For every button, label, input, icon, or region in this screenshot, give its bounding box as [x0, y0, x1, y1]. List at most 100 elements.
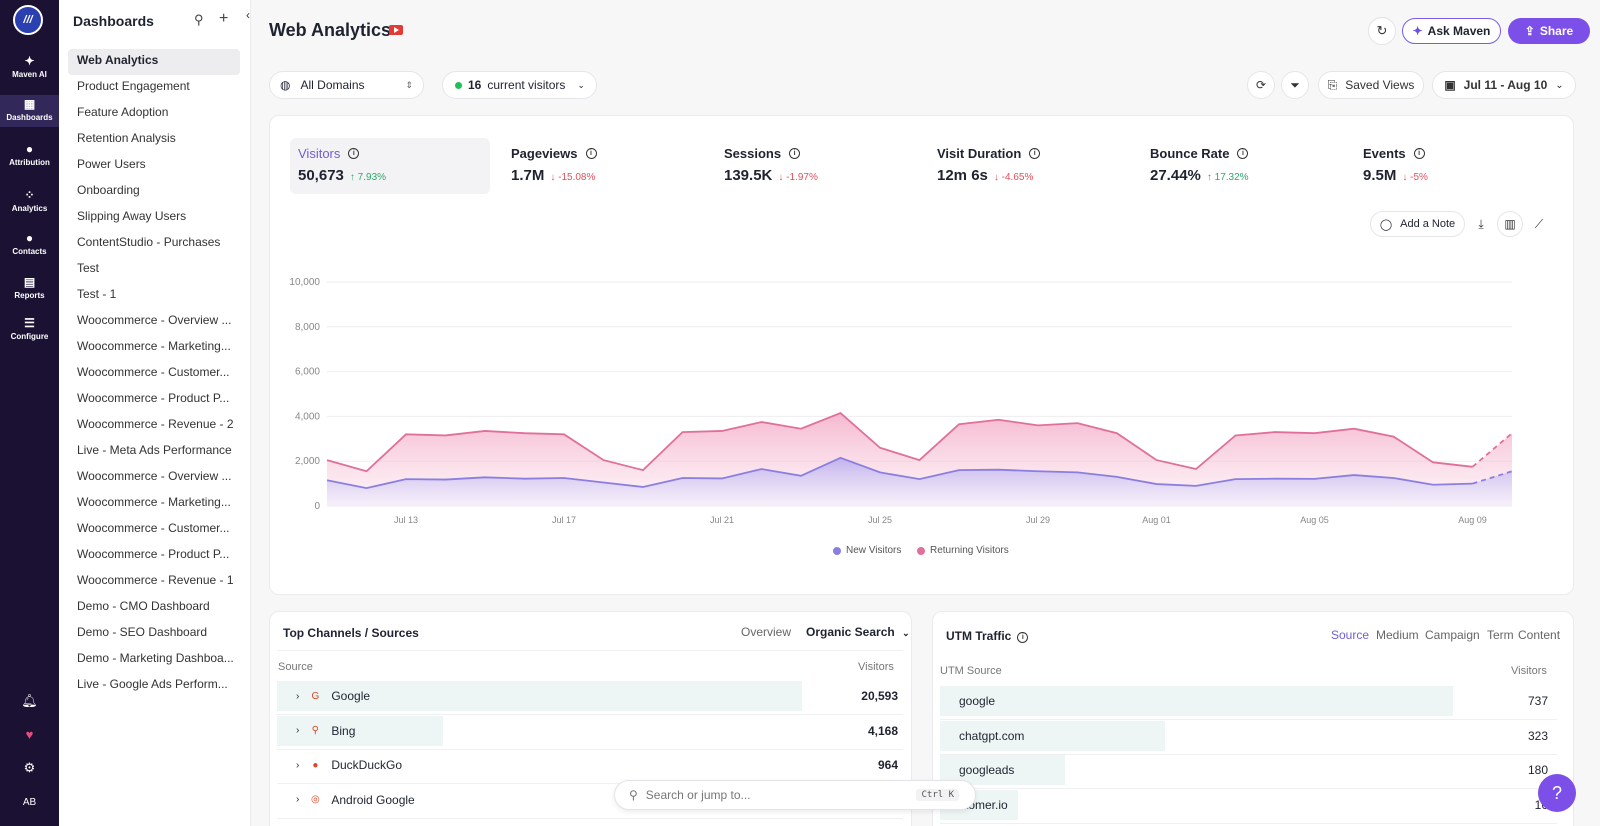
command-search[interactable]: ⚲ Search or jump to... Ctrl K	[614, 780, 976, 810]
domain-select[interactable]: ◍ All Domains ⇕	[269, 71, 424, 99]
column-header-visitors: Visitors	[1511, 665, 1547, 677]
tab-utm-medium[interactable]: Medium	[1376, 628, 1419, 642]
comment-icon: ◯	[1379, 218, 1393, 231]
sidebar-item-dashboard[interactable]: Woocommerce - Overview ...	[77, 313, 232, 327]
video-icon[interactable]	[389, 25, 403, 35]
sidebar-item-dashboard[interactable]: Woocommerce - Marketing...	[77, 339, 231, 353]
info-icon[interactable]: i	[789, 148, 801, 159]
kpi-tile[interactable]: Pageviews i 1.7M ↓ -15.08%	[503, 138, 703, 194]
utm-source-name[interactable]: google	[959, 694, 996, 708]
sidebar-item-dashboard[interactable]: Woocommerce - Revenue - 1	[77, 573, 234, 587]
tab-utm-content[interactable]: Content	[1518, 628, 1561, 642]
chevron-down-icon: ⌄	[1555, 79, 1564, 91]
utm-source-name[interactable]: chatgpt.com	[959, 728, 1025, 743]
info-icon[interactable]: i	[1237, 148, 1249, 159]
info-icon[interactable]: i	[1413, 148, 1425, 159]
ask-maven-button[interactable]: ✦ Ask Maven	[1402, 18, 1501, 44]
kpi-tile[interactable]: Events i 9.5M ↓ -5%	[1355, 138, 1555, 194]
saved-views-button[interactable]: ⎘ Saved Views	[1318, 71, 1424, 99]
sidebar-item-dashboard[interactable]: Woocommerce - Customer...	[77, 365, 230, 379]
utm-visitors: 16	[1468, 798, 1548, 812]
kpi-tile[interactable]: Visit Duration i 12m 6s ↓ -4.65%	[929, 138, 1129, 194]
info-icon[interactable]: i	[348, 148, 360, 159]
kpi-tile[interactable]: Sessions i 139.5K ↓ -1.97%	[716, 138, 916, 194]
bell-icon[interactable]: 🔔︎	[21, 693, 38, 708]
bar-chart-icon[interactable]: ▥	[1497, 211, 1523, 237]
chevron-right-icon[interactable]: ›	[296, 759, 300, 771]
avatar[interactable]: AB	[22, 797, 37, 808]
current-visitors-dropdown[interactable]: 16 current visitors ⌄	[442, 71, 597, 99]
rail-item-reports[interactable]: ▤ Reports	[0, 273, 59, 305]
chevron-right-icon[interactable]: ›	[296, 794, 300, 805]
sidebar-item-dashboard[interactable]: Onboarding	[77, 183, 140, 197]
heart-icon[interactable]: ♥	[25, 727, 34, 742]
download-icon[interactable]: ⤓	[1478, 216, 1484, 231]
organic-search-dropdown[interactable]: Organic Search ⌄	[806, 625, 910, 639]
collapse-panel-icon[interactable]: ‹	[246, 8, 250, 22]
sidebar-item-dashboard[interactable]: Demo - Marketing Dashboa...	[77, 651, 234, 665]
tab-utm-campaign[interactable]: Campaign	[1425, 628, 1480, 642]
sidebar-item-dashboard[interactable]: Demo - CMO Dashboard	[77, 599, 210, 613]
info-icon[interactable]: i	[585, 148, 597, 159]
sidebar-item-dashboard[interactable]: Web Analytics	[68, 49, 240, 75]
sidebar-item-dashboard[interactable]: Woocommerce - Product P...	[77, 391, 230, 405]
info-icon[interactable]: i	[1029, 148, 1041, 159]
page-title: Web Analytics	[269, 20, 392, 40]
sidebar-item-dashboard[interactable]: Retention Analysis	[77, 131, 176, 145]
sidebar-item-dashboard[interactable]: Woocommerce - Overview ...	[77, 469, 232, 483]
sidebar-item-dashboard[interactable]: Woocommerce - Marketing...	[77, 495, 231, 509]
rail-item-contacts[interactable]: ● Contacts	[0, 229, 59, 261]
kpi-value-row: 1.7M ↓ -15.08%	[511, 167, 695, 184]
date-range-picker[interactable]: ▣ Jul 11 - Aug 10 ⌄	[1432, 71, 1576, 99]
channel-row[interactable]: › G Google	[296, 689, 370, 703]
share-button[interactable]: ⇪ Share	[1508, 18, 1590, 44]
organic-search-label: Organic Search	[806, 625, 895, 639]
channel-row[interactable]: › ● DuckDuckGo	[296, 758, 402, 772]
sync-icon[interactable]: ⟳	[1247, 71, 1275, 99]
rail-item-dashboards[interactable]: ▦ Dashboards	[0, 95, 59, 127]
sidebar-item-dashboard[interactable]: Slipping Away Users	[77, 209, 187, 223]
legend-item-new-visitors[interactable]: New Visitors	[833, 545, 901, 556]
utm-visitors: 180	[1527, 763, 1548, 777]
channel-row[interactable]: › ◎ Android Google	[296, 793, 415, 807]
rail-item-configure[interactable]: ☰ Configure	[0, 314, 59, 346]
sidebar-item-dashboard[interactable]: Demo - SEO Dashboard	[77, 625, 208, 639]
add-note-button[interactable]: ◯ Add a Note	[1370, 211, 1465, 237]
filter-icon[interactable]: ⏷	[1281, 71, 1309, 99]
share-label: Share	[1539, 24, 1574, 38]
app-logo[interactable]: ///	[13, 5, 43, 35]
tab-utm-source[interactable]: Source	[1331, 628, 1370, 642]
rail-item-maven-ai[interactable]: ✦ Maven AI	[0, 52, 59, 88]
sidebar-item-dashboard[interactable]: Feature Adoption	[77, 105, 169, 119]
sidebar-item-dashboard[interactable]: Test	[77, 261, 100, 275]
chevron-right-icon[interactable]: ›	[296, 725, 300, 736]
sidebar-item-dashboard[interactable]: Woocommerce - Revenue - 2	[77, 417, 234, 431]
help-button[interactable]: ?	[1538, 774, 1576, 812]
rail-item-attribution[interactable]: ● Attribution	[0, 140, 59, 172]
kpi-tile[interactable]: Bounce Rate i 27.44% ↑ 17.32%	[1142, 138, 1342, 194]
add-dashboard-icon[interactable]: +	[219, 10, 229, 27]
refresh-icon[interactable]: ↻	[1368, 17, 1396, 45]
line-chart-icon[interactable]: ⟋	[1534, 216, 1544, 231]
kpi-tile[interactable]: Visitors i 50,673 ↑ 7.93%	[290, 138, 490, 194]
sidebar-item-dashboard[interactable]: Live - Google Ads Perform...	[77, 677, 228, 691]
gear-icon[interactable]: ⚙	[23, 760, 36, 775]
channel-row[interactable]: › ⚲ Bing	[296, 724, 355, 738]
kpi-label-row: Visitors i	[298, 146, 482, 161]
search-icon[interactable]: ⚲	[194, 12, 204, 27]
info-icon[interactable]: i	[1017, 632, 1029, 643]
kpi-change: ↓ -5%	[1402, 172, 1428, 183]
legend-item-returning-visitors[interactable]: Returning Visitors	[917, 545, 1009, 556]
utm-source-name[interactable]: googleads	[959, 763, 1015, 777]
rail-item-analytics[interactable]: ⁘ Analytics	[0, 186, 59, 218]
sidebar-item-dashboard[interactable]: ContentStudio - Purchases	[77, 235, 221, 249]
tab-utm-term[interactable]: Term	[1487, 628, 1514, 642]
sidebar-item-dashboard[interactable]: Test - 1	[77, 287, 117, 301]
sidebar-item-dashboard[interactable]: Power Users	[77, 157, 146, 171]
chevron-right-icon[interactable]: ›	[296, 690, 300, 702]
sidebar-item-dashboard[interactable]: Woocommerce - Customer...	[77, 521, 230, 535]
tab-overview[interactable]: Overview	[741, 625, 792, 639]
sidebar-item-dashboard[interactable]: Product Engagement	[77, 79, 190, 93]
sidebar-item-dashboard[interactable]: Live - Meta Ads Performance	[77, 443, 232, 457]
sidebar-item-dashboard[interactable]: Woocommerce - Product P...	[77, 547, 230, 561]
